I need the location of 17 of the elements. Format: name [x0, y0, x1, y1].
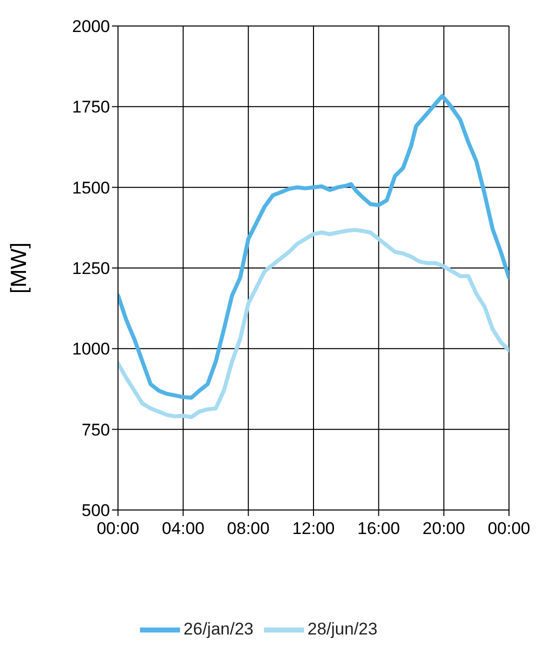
y-tick-label: 2000 [72, 17, 110, 36]
x-tick-label: 16:00 [357, 519, 400, 538]
legend-label: 28/jun/23 [308, 619, 378, 638]
legend-label: 26/jan/23 [184, 619, 254, 638]
y-tick-label: 750 [82, 420, 110, 440]
x-tick-label: 20:00 [422, 519, 466, 538]
x-tick-label: 08:00 [227, 519, 270, 538]
y-tick-label: 1750 [72, 98, 110, 117]
y-tick-label: 1250 [72, 259, 110, 278]
x-tick-label: 00:00 [488, 519, 530, 538]
x-tick-label: 12:00 [292, 519, 335, 538]
y-axis-title: [MW] [6, 242, 31, 294]
y-tick-label: 1500 [72, 178, 110, 198]
y-tick-label: 500 [82, 501, 110, 520]
x-tick-label: 04:00 [162, 519, 204, 538]
y-tick-label: 1000 [72, 340, 110, 359]
x-tick-label: 00:00 [96, 519, 140, 538]
